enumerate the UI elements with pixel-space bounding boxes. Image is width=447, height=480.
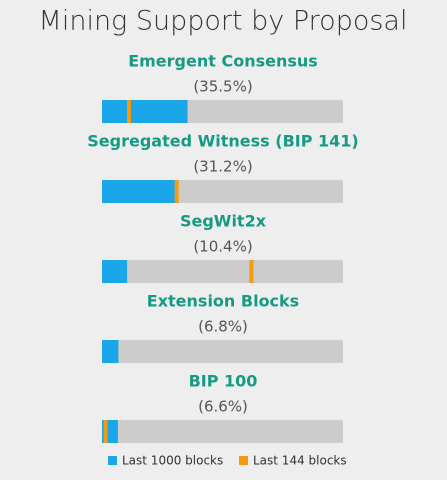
value-label: (35.5%) <box>193 78 252 96</box>
marker <box>103 420 108 443</box>
chart-title: Mining Support by Proposal <box>39 6 408 37</box>
legend-label: Last 1000 blocks <box>122 454 223 468</box>
value-label: (6.8%) <box>198 318 248 336</box>
bar-fill <box>102 180 178 203</box>
bar-fill <box>102 260 128 283</box>
bar-fill <box>102 340 119 363</box>
value-label: (10.4%) <box>193 238 252 256</box>
proposal-name: Extension Blocks <box>147 292 299 311</box>
proposal-name: Emergent Consensus <box>128 52 318 71</box>
bar-track <box>102 340 343 363</box>
proposal-name: BIP 100 <box>189 372 258 391</box>
legend-swatch <box>108 456 117 465</box>
legend-swatch <box>239 456 248 465</box>
value-label: (6.6%) <box>198 398 248 416</box>
marker <box>249 260 254 283</box>
proposal-name: Segregated Witness (BIP 141) <box>87 132 358 151</box>
legend-label: Last 144 blocks <box>253 454 347 468</box>
marker <box>126 100 131 123</box>
bar-fill <box>102 100 188 123</box>
bar-track <box>102 420 343 443</box>
proposal-name: SegWit2x <box>180 212 267 231</box>
marker <box>174 180 179 203</box>
value-label: (31.2%) <box>193 158 252 176</box>
bar-track <box>102 260 343 283</box>
